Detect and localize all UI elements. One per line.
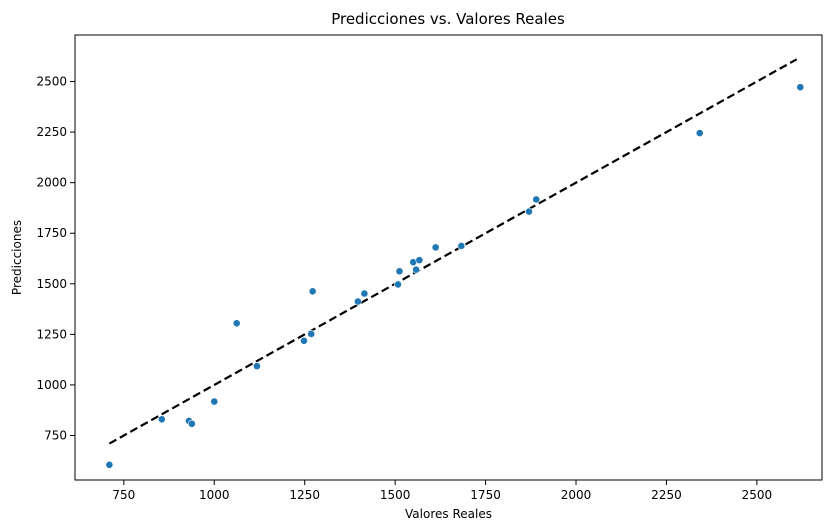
- data-point: [300, 336, 308, 345]
- x-tick-label: 1500: [380, 488, 411, 502]
- y-tick-label: 1250: [36, 327, 67, 341]
- y-tick-label: 2250: [36, 125, 67, 139]
- x-tick-label: 750: [112, 488, 135, 502]
- x-axis: 750 1000 1250 1500 1750 2000 2250 2500: [112, 480, 772, 502]
- y-tick-label: 2000: [36, 176, 67, 190]
- data-point: [394, 280, 402, 289]
- x-tick-label: 1750: [470, 488, 501, 502]
- data-point: [187, 419, 196, 428]
- data-point: [412, 265, 421, 274]
- data-point: [796, 83, 805, 92]
- y-axis-label: Predicciones: [10, 220, 24, 295]
- x-tick-label: 1250: [289, 488, 320, 502]
- data-point: [210, 397, 219, 406]
- data-point: [157, 415, 166, 424]
- y-tick-label: 2500: [36, 75, 67, 89]
- data-point: [308, 287, 317, 296]
- data-point: [431, 243, 440, 252]
- data-point: [105, 460, 114, 469]
- y-tick-label: 1750: [36, 226, 67, 240]
- data-point: [360, 289, 369, 298]
- data-point: [307, 330, 316, 338]
- data-points: [105, 83, 805, 469]
- data-point: [695, 129, 704, 138]
- x-tick-label: 2250: [651, 488, 682, 502]
- x-tick-label: 1000: [199, 488, 230, 502]
- data-point: [457, 242, 466, 250]
- reference-line: [108, 58, 798, 445]
- x-axis-label: Valores Reales: [405, 507, 492, 521]
- y-tick-label: 1000: [36, 378, 67, 392]
- chart-title: Predicciones vs. Valores Reales: [331, 10, 565, 28]
- data-point: [232, 319, 241, 328]
- y-tick-label: 1500: [36, 277, 67, 291]
- x-tick-label: 2000: [561, 488, 592, 502]
- plot-area: [74, 34, 823, 481]
- data-point: [353, 297, 362, 306]
- x-tick-label: 2500: [742, 488, 773, 502]
- data-point: [532, 195, 541, 204]
- data-point: [415, 256, 424, 265]
- y-tick-label: 750: [44, 429, 67, 443]
- data-point: [395, 267, 404, 276]
- data-point: [253, 362, 261, 371]
- axes-frame: [74, 34, 823, 481]
- y-axis: 750 1000 1250 1500 1750 2000 2250 2500: [36, 75, 75, 443]
- data-point: [525, 207, 533, 216]
